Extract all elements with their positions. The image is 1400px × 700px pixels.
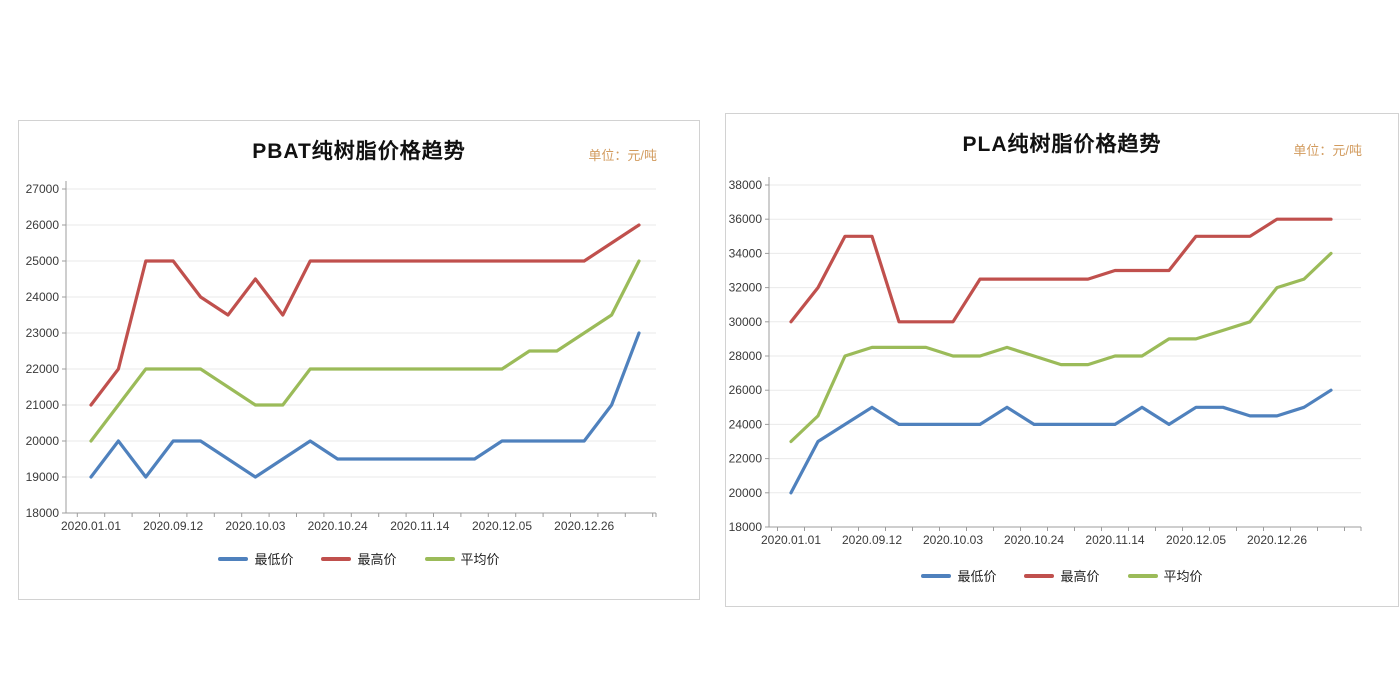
- x-axis-label: 2020.10.24: [308, 519, 368, 533]
- y-axis-label: 25000: [26, 254, 60, 268]
- legend-label: 最高价: [357, 552, 397, 567]
- pla-chart-panel: PLA纯树脂价格趋势 单位：元/吨 18000 20000 22000 24000 26…: [725, 113, 1399, 607]
- legend-label: 最低价: [957, 569, 997, 584]
- x-axis-label: 2020.10.03: [923, 533, 983, 547]
- pla-chart-plot: 18000 20000 22000 24000 26000 28000 30000 32000…: [729, 177, 1362, 547]
- pbat-unit-label: 单位：元/吨: [588, 148, 657, 163]
- series-line-最高价: [89, 223, 641, 407]
- y-axis-label: 22000: [729, 452, 763, 466]
- x-axis-label: 2020.12.05: [472, 519, 532, 533]
- y-axis-label: 27000: [26, 182, 60, 196]
- x-axis-label: 2020.01.01: [761, 533, 821, 547]
- x-axis-label: 2020.10.24: [1004, 533, 1064, 547]
- pla-legend: 最低价 最高价 平均价: [726, 566, 1398, 585]
- legend-line-swatch: [218, 556, 249, 561]
- legend-line-swatch: [321, 556, 352, 561]
- y-axis-label: 24000: [729, 417, 763, 431]
- y-axis-label: 38000: [729, 178, 763, 192]
- y-axis-label: 36000: [729, 212, 763, 226]
- series-line-最高价: [789, 217, 1333, 324]
- x-axis-label: 2020.12.05: [1166, 533, 1226, 547]
- x-axis-label: 2020.10.03: [225, 519, 285, 533]
- x-axis-label: 2020.01.01: [61, 519, 121, 533]
- y-axis-label: 18000: [729, 520, 763, 534]
- y-axis-label: 24000: [26, 290, 60, 304]
- y-axis-label: 23000: [26, 326, 60, 340]
- legend-item-avg: 平均价: [1127, 566, 1203, 585]
- y-axis-label: 19000: [26, 470, 60, 484]
- legend-label: 最低价: [254, 552, 294, 567]
- legend-item-min: 最低价: [218, 549, 293, 568]
- x-axis-label: 2020.09.12: [842, 533, 902, 547]
- x-axis-label: 2020.09.12: [143, 519, 203, 533]
- y-axis-label: 22000: [26, 362, 60, 376]
- legend-item-avg: 平均价: [424, 549, 500, 568]
- y-axis-label: 32000: [729, 281, 763, 295]
- series-line-平均价: [789, 251, 1333, 444]
- x-axis-label: 2020.11.14: [390, 519, 449, 533]
- pbat-chart-plot: 18000 19000 20000 21000 22000 23000 24000 25000…: [26, 181, 657, 533]
- x-axis-label: 2020.12.26: [1247, 533, 1307, 547]
- y-axis-label: 21000: [26, 398, 60, 412]
- legend-item-max: 最高价: [1024, 566, 1100, 585]
- y-axis-label: 26000: [729, 383, 763, 397]
- legend-line-swatch: [921, 573, 952, 578]
- y-axis-label: 20000: [729, 486, 763, 500]
- x-axis-label: 2020.12.26: [554, 519, 614, 533]
- legend-label: 平均价: [1163, 569, 1203, 584]
- legend-line-swatch: [1024, 573, 1055, 578]
- legend-line-swatch: [424, 556, 455, 561]
- series-line-平均价: [89, 259, 641, 443]
- series-line-最低价: [89, 331, 641, 479]
- legend-item-min: 最低价: [921, 566, 996, 585]
- legend-line-swatch: [1127, 573, 1158, 578]
- series-line-最低价: [789, 388, 1333, 495]
- y-axis-label: 34000: [729, 246, 763, 260]
- pbat-legend: 最低价 最高价 平均价: [19, 549, 699, 568]
- legend-label: 最高价: [1060, 569, 1100, 584]
- legend-item-max: 最高价: [321, 549, 397, 568]
- pla-unit-label: 单位：元/吨: [1293, 143, 1362, 158]
- x-axis-label: 2020.11.14: [1085, 533, 1144, 547]
- pbat-chart-panel: PBAT纯树脂价格趋势 单位：元/吨 18000 19000 20000 21000 2…: [18, 120, 700, 600]
- y-axis-label: 30000: [729, 315, 763, 329]
- y-axis-label: 28000: [729, 349, 763, 363]
- pbat-chart-title: PBAT纯树脂价格趋势: [252, 140, 466, 163]
- y-axis-label: 26000: [26, 218, 60, 232]
- y-axis-label: 18000: [26, 506, 60, 520]
- pla-chart-title: PLA纯树脂价格趋势: [962, 133, 1162, 156]
- y-axis-label: 20000: [26, 434, 60, 448]
- legend-label: 平均价: [460, 552, 500, 567]
